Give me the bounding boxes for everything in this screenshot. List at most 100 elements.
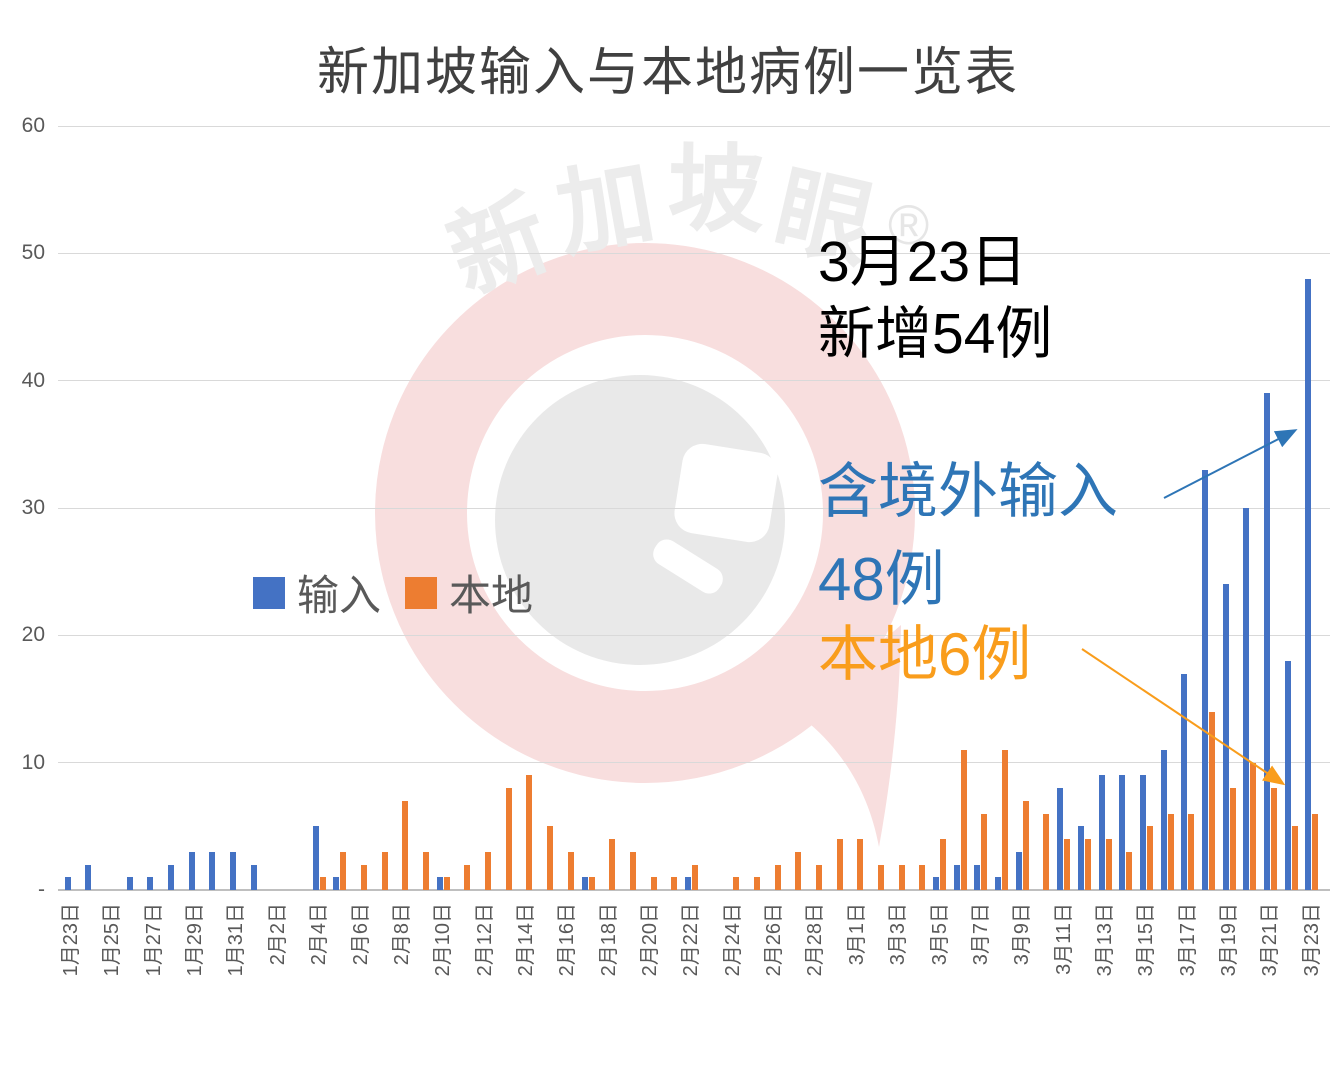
gridline-10 [58, 762, 1330, 764]
bar-local [609, 839, 616, 890]
bar-imported [995, 877, 1002, 890]
bar-local [464, 864, 471, 890]
bar-imported [1222, 584, 1229, 890]
bar-imported [229, 851, 236, 890]
legend-label-local: 本地 [449, 572, 534, 619]
bar-local [815, 864, 822, 890]
bar-imported [953, 864, 960, 890]
bar-local [919, 864, 926, 890]
gridline-30 [58, 507, 1330, 509]
bar-local [795, 851, 802, 890]
bar-local [981, 813, 988, 890]
annotation-imported-line2: 48例 [818, 546, 945, 613]
bar-local [774, 864, 781, 890]
y-tick-label: 60 [21, 114, 45, 138]
bar-imported [1139, 775, 1146, 890]
bar-imported [1160, 749, 1167, 890]
bar-local [691, 864, 698, 890]
bar-imported [1263, 393, 1270, 890]
bar-imported [209, 851, 216, 890]
bar-local [940, 839, 947, 890]
imported-arrow-icon [1163, 429, 1298, 499]
bar-local [857, 839, 864, 890]
bar-imported [1305, 278, 1312, 890]
bar-local [1167, 813, 1174, 890]
bar-local [340, 851, 347, 890]
bar-local [1126, 851, 1133, 890]
bar-local [898, 864, 905, 890]
bar-local [567, 851, 574, 890]
y-tick-label: 50 [21, 241, 45, 265]
bar-local [671, 877, 678, 890]
annotation-imported-line1: 含境外输入 [818, 458, 1118, 525]
annotation-date-total: 3月23日 新增54例 [818, 226, 1052, 370]
bar-imported [1243, 508, 1250, 890]
bar-local [1312, 813, 1319, 890]
legend-label-imported: 输入 [297, 572, 382, 619]
bar-imported [167, 864, 174, 890]
bar-imported [312, 826, 319, 890]
bar-imported [1015, 851, 1022, 890]
annotation-date: 3月23日 [818, 230, 1028, 294]
bar-local [878, 864, 885, 890]
bar-imported [1057, 788, 1064, 890]
bar-imported [188, 851, 195, 890]
bar-imported [85, 864, 92, 890]
bar-local [319, 877, 326, 890]
bar-imported [1077, 826, 1084, 890]
bar-local [588, 877, 595, 890]
legend-swatch-local [405, 576, 438, 609]
gridline-40 [58, 380, 1330, 382]
bar-local [1270, 788, 1277, 890]
bar-local [526, 775, 533, 890]
bar-local [1250, 762, 1257, 890]
page-title: 新加坡输入与本地病例一览表 [316, 44, 1019, 102]
bar-local [733, 877, 740, 890]
bar-imported [1119, 775, 1126, 890]
bar-local [423, 851, 430, 890]
bar-local [753, 877, 760, 890]
bar-local [1208, 711, 1215, 890]
y-tick-label: 40 [21, 368, 45, 392]
local-arrow-icon [1081, 648, 1286, 786]
bar-imported [1098, 775, 1105, 890]
x-axis-line [58, 889, 1330, 891]
registered-mark-icon: ® [888, 193, 930, 256]
bar-local [1064, 839, 1071, 890]
bar-local [1084, 839, 1091, 890]
bar-imported [333, 877, 340, 890]
y-tick-label: 10 [21, 750, 45, 774]
bar-local [505, 788, 512, 890]
gridline-60 [58, 125, 1330, 127]
y-tick-label: 20 [21, 623, 45, 647]
bar-local [1146, 826, 1153, 890]
gridline-20 [58, 634, 1330, 636]
bar-imported [147, 877, 154, 890]
bar-imported [64, 877, 71, 890]
bar-imported [1201, 469, 1208, 890]
bar-imported [581, 877, 588, 890]
bar-imported [974, 864, 981, 890]
legend: 输入 本地 [253, 562, 533, 623]
bar-imported [126, 877, 133, 890]
annotation-local: 本地6例 [818, 621, 1032, 688]
bar-local [361, 864, 368, 890]
y-tick-label: - [38, 878, 45, 901]
bar-local [836, 839, 843, 890]
bar-imported [933, 877, 940, 890]
annotation-total: 新增54例 [818, 302, 1053, 366]
bar-imported [684, 877, 691, 890]
bar-local [1188, 813, 1195, 890]
legend-swatch-imported [253, 576, 285, 609]
bar-imported [436, 877, 443, 890]
bar-imported [1181, 673, 1188, 890]
bar-local [1105, 839, 1112, 890]
bar-local [629, 851, 636, 890]
bar-imported [250, 864, 257, 890]
bar-local [1022, 800, 1029, 890]
bar-local [1291, 826, 1298, 890]
bar-local [402, 800, 409, 890]
